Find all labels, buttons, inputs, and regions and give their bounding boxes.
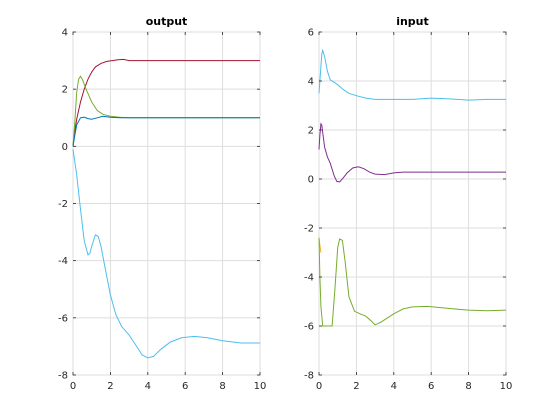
input-y-tick-label: -6 [304,322,314,333]
input-y-tick-label: 0 [308,175,314,186]
input-x-tick-label: 6 [428,381,434,392]
input-y-tick-label: -4 [304,273,314,284]
output-x-tick-label: 8 [219,381,225,392]
input-y-tick-label: 4 [308,77,314,88]
output-y-tick-label: 4 [62,28,68,39]
input-x-tick-label: 4 [391,381,397,392]
input-y-tick-label: -8 [304,371,314,382]
input-series-line-2 [318,122,506,183]
output-x-tick-label: 10 [254,381,267,392]
output-y-tick-label: -2 [58,199,68,210]
input-series-group [318,48,507,327]
input-axes: 0 2 4 6 8 10 -8 -6 -4 -2 0 2 4 6 input [304,15,512,392]
input-series-line-4 [318,237,507,327]
output-chart-title: output [146,15,188,28]
input-x-tick-label: 8 [465,381,471,392]
output-y-tick-label: -4 [58,256,68,267]
output-x-tick-label: 0 [70,381,76,392]
output-y-tick-label: 0 [62,142,68,153]
output-x-tick-label: 4 [145,381,151,392]
output-y-tick-label: -8 [58,371,68,382]
output-x-tick-labels: 0 2 4 6 8 10 [70,381,267,392]
input-series-line-1 [318,48,506,101]
output-x-tick-label: 2 [107,381,113,392]
input-x-tick-labels: 0 2 4 6 8 10 [316,381,513,392]
input-y-tick-label: -2 [304,224,314,235]
input-grid-overlay [318,31,507,376]
output-series-line-2 [72,75,260,147]
output-axes: 0 2 4 6 8 10 -8 -6 -4 -2 0 2 4 output [58,15,266,392]
input-chart-title: input [396,15,429,28]
input-x-tick-label: 10 [500,381,513,392]
input-y-tick-label: 2 [308,126,314,137]
input-x-tick-label: 0 [316,381,322,392]
output-y-tick-label: -6 [58,313,68,324]
input-y-tick-label: 6 [308,28,314,39]
output-tick-marks [72,31,261,376]
input-tick-marks [318,31,507,376]
output-series-line-4 [72,149,260,359]
input-y-tick-labels: -8 -6 -4 -2 0 2 4 6 [304,28,314,382]
input-x-tick-label: 2 [353,381,359,392]
output-y-tick-labels: -8 -6 -4 -2 0 2 4 [58,28,68,382]
output-x-tick-label: 6 [182,381,188,392]
input-plot-area [318,31,507,376]
output-series-line-3 [72,115,260,147]
output-series-group [72,58,260,359]
output-series-line-1 [72,58,260,147]
output-y-tick-label: 2 [62,85,68,96]
